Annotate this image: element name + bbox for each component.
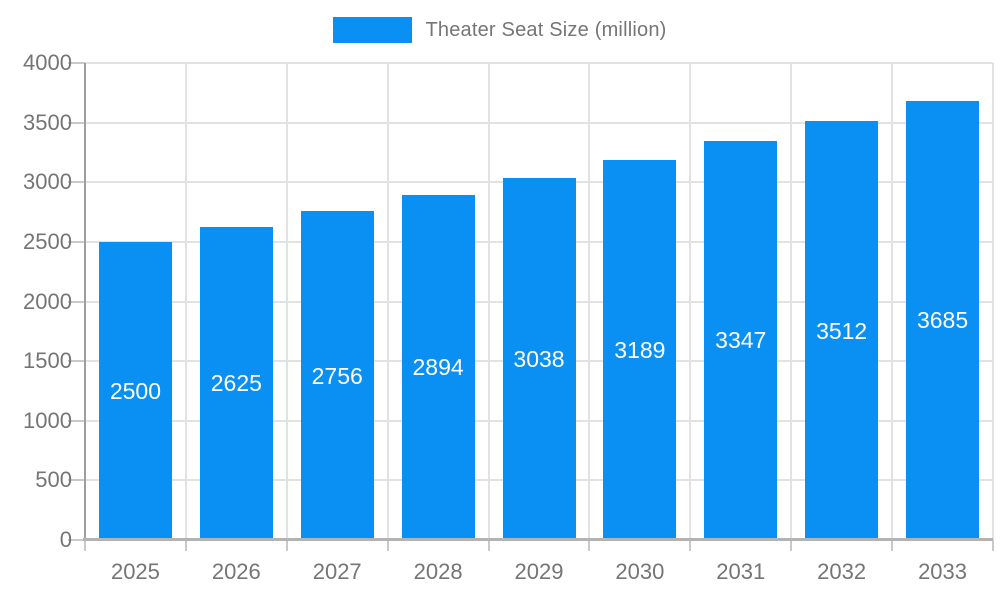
x-tick bbox=[588, 540, 591, 551]
legend-swatch bbox=[333, 17, 413, 43]
legend[interactable]: Theater Seat Size (million) bbox=[0, 17, 1000, 43]
y-tick bbox=[68, 419, 85, 422]
bar[interactable] bbox=[199, 226, 273, 540]
x-tick bbox=[891, 540, 894, 551]
y-tick bbox=[68, 181, 85, 184]
y-tick bbox=[68, 479, 85, 482]
x-gridline bbox=[689, 63, 692, 540]
x-tick bbox=[184, 540, 187, 551]
y-tick-label: 2000 bbox=[23, 288, 72, 314]
x-tick bbox=[689, 540, 692, 551]
y-tick bbox=[68, 300, 85, 303]
legend-label: Theater Seat Size (million) bbox=[425, 18, 667, 41]
bar[interactable] bbox=[603, 159, 677, 540]
x-gridline bbox=[285, 63, 288, 540]
x-tick bbox=[992, 540, 994, 551]
bar-value-label: 2625 bbox=[210, 370, 262, 397]
y-tick-label: 3000 bbox=[23, 169, 72, 195]
x-tick-label: 2026 bbox=[211, 559, 261, 584]
x-tick bbox=[487, 540, 490, 551]
bar[interactable] bbox=[300, 211, 374, 540]
bar-value-label: 2500 bbox=[109, 377, 162, 404]
x-gridline bbox=[487, 63, 490, 540]
x-gridline bbox=[790, 63, 793, 540]
x-gridline bbox=[891, 63, 894, 540]
x-tick bbox=[386, 540, 389, 551]
bar[interactable] bbox=[98, 241, 172, 540]
bar-value-label: 3189 bbox=[614, 336, 666, 363]
x-tick-label: 2032 bbox=[817, 559, 867, 584]
x-tick bbox=[790, 540, 793, 551]
bar-value-label: 2894 bbox=[412, 354, 464, 381]
y-tick-label: 1500 bbox=[23, 348, 72, 374]
y-axis-line bbox=[84, 63, 86, 540]
bar[interactable] bbox=[502, 177, 576, 540]
bar-value-label: 3512 bbox=[816, 317, 868, 344]
bar[interactable] bbox=[805, 121, 879, 540]
y-tick bbox=[68, 360, 85, 363]
x-tick-label: 2031 bbox=[716, 559, 766, 584]
y-tick-label: 3500 bbox=[23, 109, 72, 135]
y-tick-label: 2500 bbox=[23, 228, 72, 254]
bar-value-label: 3347 bbox=[715, 327, 767, 354]
y-gridline bbox=[85, 121, 993, 124]
x-tick-label: 2029 bbox=[514, 559, 564, 584]
x-gridline bbox=[588, 63, 591, 540]
y-tick bbox=[68, 121, 85, 124]
x-tick-label: 2025 bbox=[110, 559, 160, 584]
plot-area: 0 500 1000 1500 2000 2500 3000 3500 4000 2500 2025… bbox=[23, 50, 994, 584]
bar[interactable] bbox=[704, 140, 778, 540]
y-tick-label: 0 bbox=[59, 527, 72, 552]
y-tick-label: 1000 bbox=[23, 407, 72, 433]
x-gridline bbox=[992, 63, 994, 540]
bar[interactable] bbox=[401, 194, 475, 540]
bar-value-label: 3685 bbox=[916, 307, 969, 334]
x-tick-label: 2027 bbox=[312, 559, 362, 584]
x-tick-label: 2030 bbox=[615, 559, 665, 584]
y-gridline bbox=[85, 62, 993, 64]
y-tick-label: 500 bbox=[35, 467, 72, 493]
x-tick bbox=[84, 540, 86, 551]
x-tick-label: 2033 bbox=[918, 559, 968, 584]
y-tick bbox=[68, 539, 85, 541]
y-tick bbox=[68, 240, 85, 243]
x-tick-label: 2028 bbox=[413, 559, 463, 584]
x-tick bbox=[285, 540, 288, 551]
x-gridline bbox=[184, 63, 187, 540]
x-axis-line bbox=[83, 538, 993, 541]
x-gridline bbox=[386, 63, 389, 540]
bar[interactable] bbox=[906, 100, 980, 540]
bar-value-label: 3038 bbox=[513, 345, 565, 372]
y-tick bbox=[68, 62, 85, 64]
bar-value-label: 2756 bbox=[311, 362, 363, 389]
y-tick-label: 4000 bbox=[23, 50, 72, 75]
